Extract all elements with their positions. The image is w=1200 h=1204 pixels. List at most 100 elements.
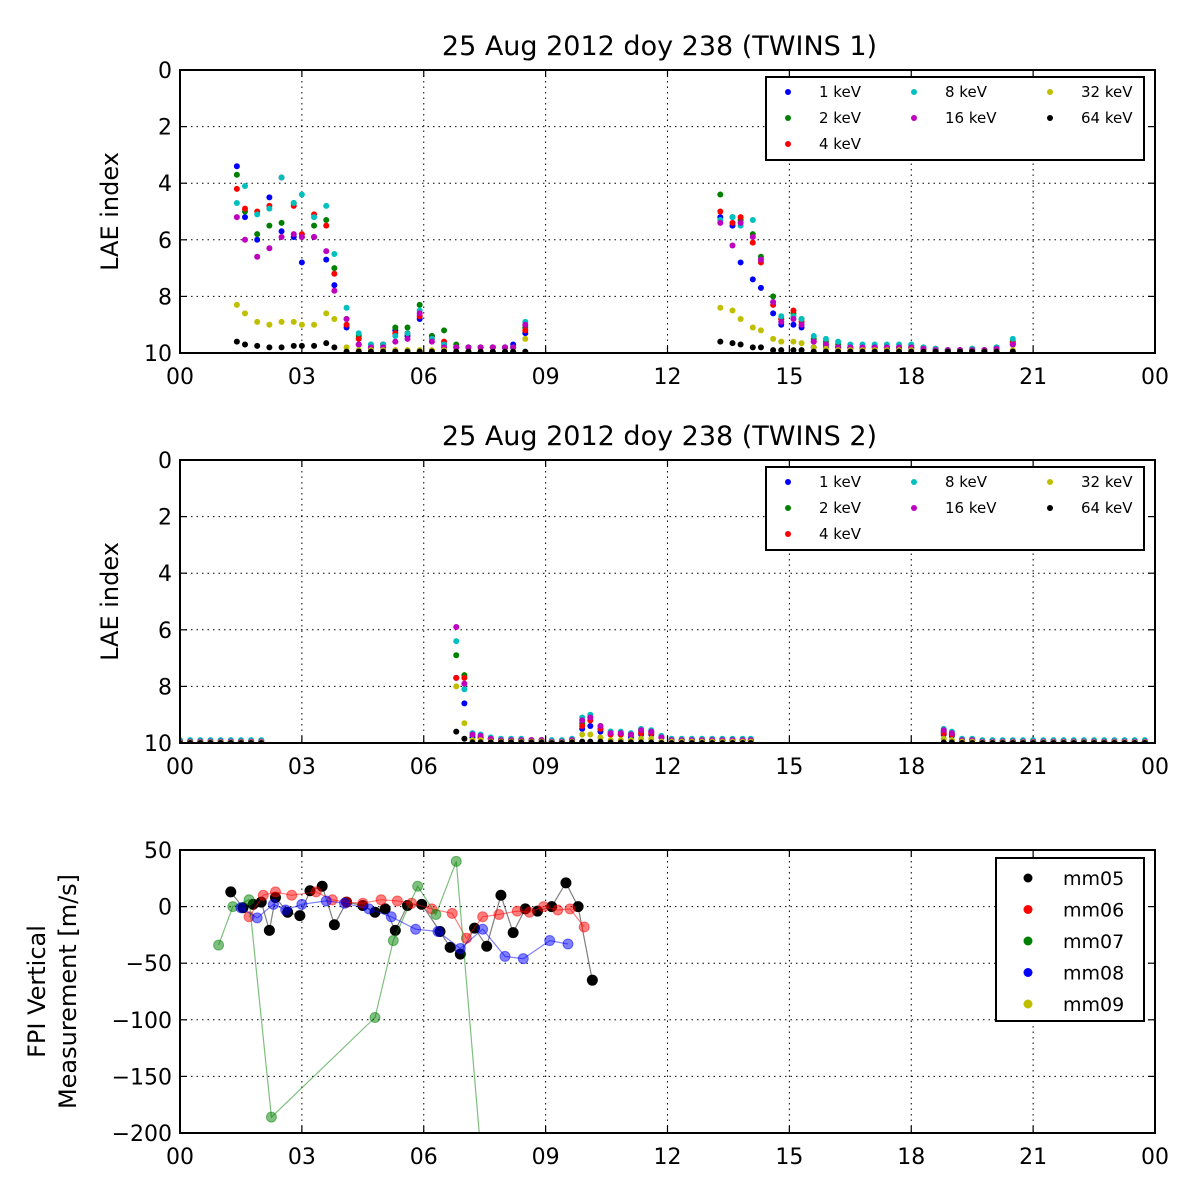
data-point (331, 287, 338, 294)
data-point (453, 728, 460, 735)
legend-marker (911, 115, 917, 121)
data-point (286, 889, 298, 901)
data-point (737, 219, 744, 226)
data-point (993, 348, 1000, 353)
legend-label: 32 keV (1081, 83, 1133, 101)
x-tick-label: 15 (775, 755, 803, 780)
data-point (355, 335, 362, 342)
data-point (461, 686, 468, 693)
legend-label: mm05 (1063, 868, 1124, 890)
data-point (233, 171, 240, 178)
data-point (798, 316, 805, 323)
data-point (290, 342, 297, 349)
data-point (562, 938, 574, 950)
data-point (233, 185, 240, 192)
data-point (552, 904, 564, 916)
data-point (461, 735, 468, 742)
data-point (441, 327, 448, 334)
data-point (737, 341, 744, 348)
data-point (254, 253, 261, 260)
data-point (749, 233, 756, 240)
data-point (328, 919, 340, 931)
data-point (323, 202, 330, 209)
data-point (770, 335, 777, 342)
legend-marker (785, 115, 791, 121)
x-tick-label: 12 (654, 755, 682, 780)
y-axis-label: LAE index (96, 152, 124, 271)
data-point (522, 321, 529, 328)
data-point (311, 233, 318, 240)
data-point (323, 310, 330, 317)
data-point (717, 338, 724, 345)
data-point (392, 338, 399, 345)
data-point (254, 211, 261, 218)
data-point (267, 898, 279, 910)
data-point (311, 342, 318, 349)
data-point (1009, 348, 1016, 353)
data-point (810, 344, 817, 351)
legend-label: 8 keV (945, 83, 988, 101)
legend-marker (785, 141, 791, 147)
legend-label: 16 keV (945, 109, 997, 127)
data-point (278, 228, 285, 235)
data-point (627, 731, 634, 738)
data-point (298, 321, 305, 328)
data-point (465, 344, 472, 351)
data-point (597, 723, 604, 730)
legend-marker (785, 505, 791, 511)
data-point (737, 316, 744, 323)
data-point (749, 276, 756, 283)
legend-marker (1023, 936, 1033, 946)
data-point (331, 250, 338, 257)
y-tick-label: 10 (144, 732, 172, 757)
data-point (461, 680, 468, 687)
data-point (416, 301, 423, 308)
series-1-keV (233, 163, 1016, 353)
data-point (507, 927, 519, 939)
data-point (658, 734, 665, 741)
data-point (883, 348, 890, 353)
y-tick-label: 6 (158, 619, 172, 644)
y-tick-label: 0 (158, 896, 172, 921)
data-point (477, 344, 484, 351)
data-point (410, 923, 422, 935)
data-point (257, 889, 269, 901)
series-line (248, 891, 585, 940)
data-point (290, 200, 297, 207)
data-point (969, 348, 976, 353)
data-point (778, 318, 785, 325)
x-tick-label: 00 (166, 1145, 194, 1170)
data-point (269, 886, 281, 898)
data-point (757, 256, 764, 263)
data-point (380, 348, 387, 353)
data-point (757, 284, 764, 291)
axes-frame (179, 849, 1156, 1134)
series-8-keV (180, 638, 1148, 743)
data-point (757, 344, 764, 351)
data-point (242, 341, 248, 348)
data-point (453, 638, 460, 645)
data-point (798, 340, 805, 347)
legend-label: mm06 (1063, 900, 1124, 922)
legend-marker (1023, 999, 1033, 1009)
series-mm08 (235, 895, 574, 965)
data-point (729, 214, 736, 221)
legend-box (995, 857, 1145, 1022)
data-point (298, 191, 305, 198)
data-point (294, 910, 306, 922)
data-point (266, 245, 273, 252)
data-point (790, 338, 797, 345)
x-tick-label: 15 (775, 1145, 803, 1170)
legend-label: 1 keV (819, 83, 862, 101)
plot-area (233, 163, 1016, 353)
legend-marker (911, 505, 917, 511)
data-point (1009, 335, 1016, 342)
data-point (331, 344, 338, 351)
series-64-keV (233, 338, 1016, 353)
series-2-keV (180, 652, 1148, 743)
data-point (729, 340, 736, 347)
legend-marker (785, 479, 791, 485)
